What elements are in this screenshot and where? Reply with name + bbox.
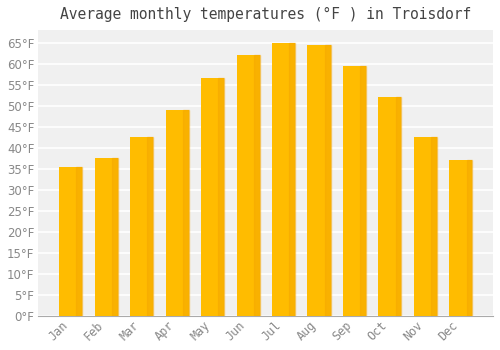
Bar xyxy=(396,97,402,316)
Bar xyxy=(94,158,118,316)
Bar xyxy=(236,55,260,316)
Bar xyxy=(450,160,472,316)
Bar xyxy=(218,78,224,316)
Bar xyxy=(148,137,153,316)
Bar xyxy=(59,167,82,316)
Bar xyxy=(414,137,437,316)
Bar xyxy=(166,110,188,316)
Bar xyxy=(431,137,437,316)
Bar xyxy=(201,78,224,316)
Bar xyxy=(378,97,402,316)
Bar xyxy=(360,66,366,316)
Bar xyxy=(466,160,472,316)
Bar xyxy=(130,137,153,316)
Bar xyxy=(308,45,330,316)
Bar xyxy=(324,45,330,316)
Bar xyxy=(183,110,188,316)
Title: Average monthly temperatures (°F ) in Troisdorf: Average monthly temperatures (°F ) in Tr… xyxy=(60,7,472,22)
Bar xyxy=(343,66,366,316)
Bar xyxy=(272,43,295,316)
Bar xyxy=(290,43,295,316)
Bar xyxy=(254,55,260,316)
Bar xyxy=(76,167,82,316)
Bar xyxy=(112,158,117,316)
